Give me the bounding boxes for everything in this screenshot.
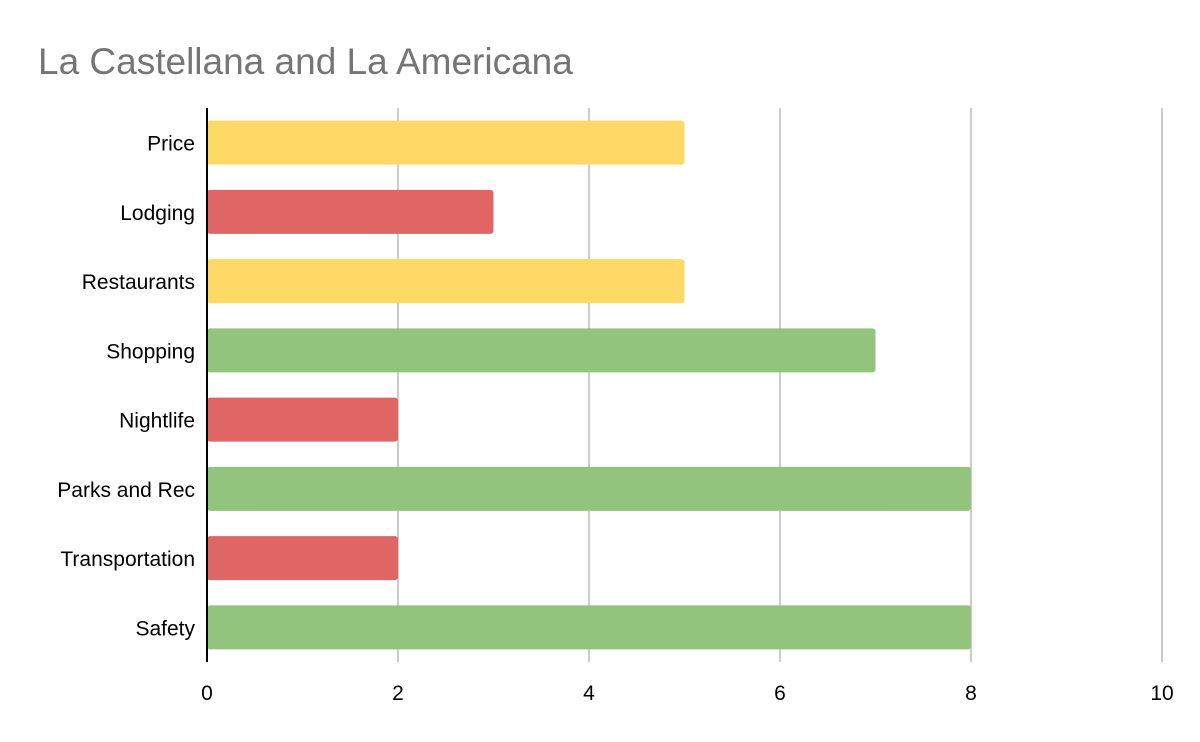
chart-title: La Castellana and La Americana: [38, 41, 573, 82]
bar: [207, 466, 971, 511]
bar: [207, 328, 876, 373]
x-tick-labels: 0 2 4 6 8 10: [201, 682, 1174, 705]
x-tick-label: 0: [201, 682, 213, 705]
category-label: Lodging: [120, 202, 195, 225]
bar: [207, 259, 685, 304]
x-tick-label: 2: [392, 682, 404, 705]
bar: [207, 536, 398, 581]
category-label: Shopping: [106, 340, 195, 363]
bar: [207, 120, 685, 165]
x-tick-label: 4: [583, 682, 595, 705]
category-labels: Price Lodging Restaurants Shopping Nightlife…: [57, 133, 195, 641]
category-label: Nightlife: [119, 410, 195, 433]
bar: [207, 189, 494, 234]
bars: [207, 120, 971, 650]
category-label: Transportation: [60, 548, 195, 571]
bar: [207, 397, 398, 442]
category-label: Restaurants: [82, 271, 195, 294]
category-label: Price: [147, 133, 195, 156]
x-tick-label: 10: [1150, 682, 1173, 705]
x-tick-label: 6: [774, 682, 786, 705]
gridlines: [397, 108, 1163, 662]
category-label: Parks and Rec: [57, 479, 195, 502]
x-tick-label: 8: [965, 682, 977, 705]
bar: [207, 605, 971, 650]
category-label: Safety: [135, 617, 195, 640]
